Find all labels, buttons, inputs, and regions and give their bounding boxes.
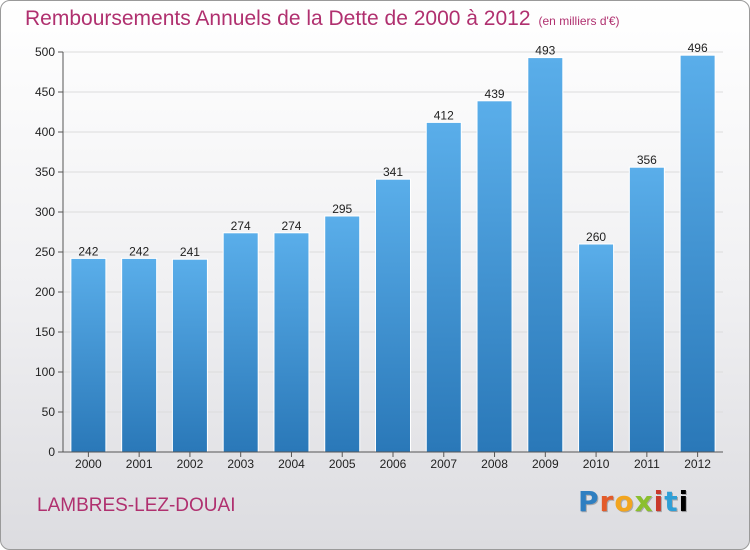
y-tick-label: 300: [35, 205, 55, 219]
bar: [121, 257, 158, 453]
chart-title: Remboursements Annuels de la Dette de 20…: [25, 7, 620, 31]
y-tick-label: 100: [35, 365, 55, 379]
logo-letter: o: [614, 485, 635, 518]
data-label: 356: [637, 153, 657, 167]
bar: [527, 57, 564, 453]
x-tick-label: 2002: [177, 457, 204, 471]
y-tick-label: 500: [35, 45, 55, 59]
y-tick-label: 150: [35, 325, 55, 339]
proxiti-logo: Proxiti: [578, 485, 689, 518]
data-label: 439: [485, 87, 505, 101]
y-tick-label: 350: [35, 165, 55, 179]
y-tick-label: 200: [35, 285, 55, 299]
bar: [70, 257, 107, 453]
y-tick-label: 50: [42, 405, 56, 419]
axes: 0 50 100 150 200 250 300 350 400 450 500 2000 2001 20…: [35, 45, 723, 471]
y-tick-label: 0: [48, 445, 55, 459]
bar: [222, 232, 259, 453]
x-tick-label: 2008: [481, 457, 508, 471]
data-label: 274: [281, 219, 301, 233]
y-tick-label: 400: [35, 125, 55, 139]
x-tick-label: 2004: [278, 457, 305, 471]
bar: [578, 243, 615, 453]
data-label: 295: [332, 202, 352, 216]
y-tick-label: 250: [35, 245, 55, 259]
logo-letter: P: [578, 485, 600, 518]
chart-unit: (en milliers d'€): [538, 14, 620, 28]
y-tick-label: 450: [35, 85, 55, 99]
x-tick-label: 2005: [329, 457, 356, 471]
bar: [425, 121, 462, 453]
logo-letter: t: [664, 485, 679, 518]
x-tick-label: 2012: [684, 457, 711, 471]
data-label: 241: [180, 245, 200, 259]
bar: [324, 215, 361, 453]
x-tick-label: 2009: [532, 457, 559, 471]
logo-letter: i: [678, 485, 690, 518]
data-label: 341: [383, 165, 403, 179]
x-tick-label: 2003: [227, 457, 254, 471]
x-tick-label: 2000: [75, 457, 102, 471]
x-tick-label: 2011: [634, 457, 660, 471]
x-tick-label: 2001: [126, 457, 153, 471]
bar: [375, 178, 411, 453]
logo-letter: i: [653, 485, 665, 518]
data-label: 493: [535, 44, 555, 58]
data-label: 412: [434, 108, 454, 122]
bar: [273, 232, 310, 453]
data-label: 242: [129, 244, 149, 258]
bar: [476, 100, 513, 453]
bar: [628, 166, 665, 453]
bars: 242 242 241 274 274 295 341 412 439 493 260 356 496: [70, 41, 716, 453]
bar: [679, 54, 716, 453]
data-label: 260: [586, 230, 606, 244]
data-label: 274: [231, 219, 251, 233]
x-tick-label: 2010: [583, 457, 610, 471]
chart-title-text: Remboursements Annuels de la Dette de 20…: [25, 7, 531, 30]
data-label: 242: [78, 244, 98, 258]
logo-letter: x: [634, 485, 654, 518]
logo-letter: r: [599, 485, 615, 518]
data-label: 496: [688, 41, 708, 55]
city-name: LAMBRES-LEZ-DOUAI: [37, 495, 236, 516]
x-tick-label: 2006: [380, 457, 407, 471]
bar: [171, 258, 208, 453]
x-tick-label: 2007: [430, 457, 457, 471]
